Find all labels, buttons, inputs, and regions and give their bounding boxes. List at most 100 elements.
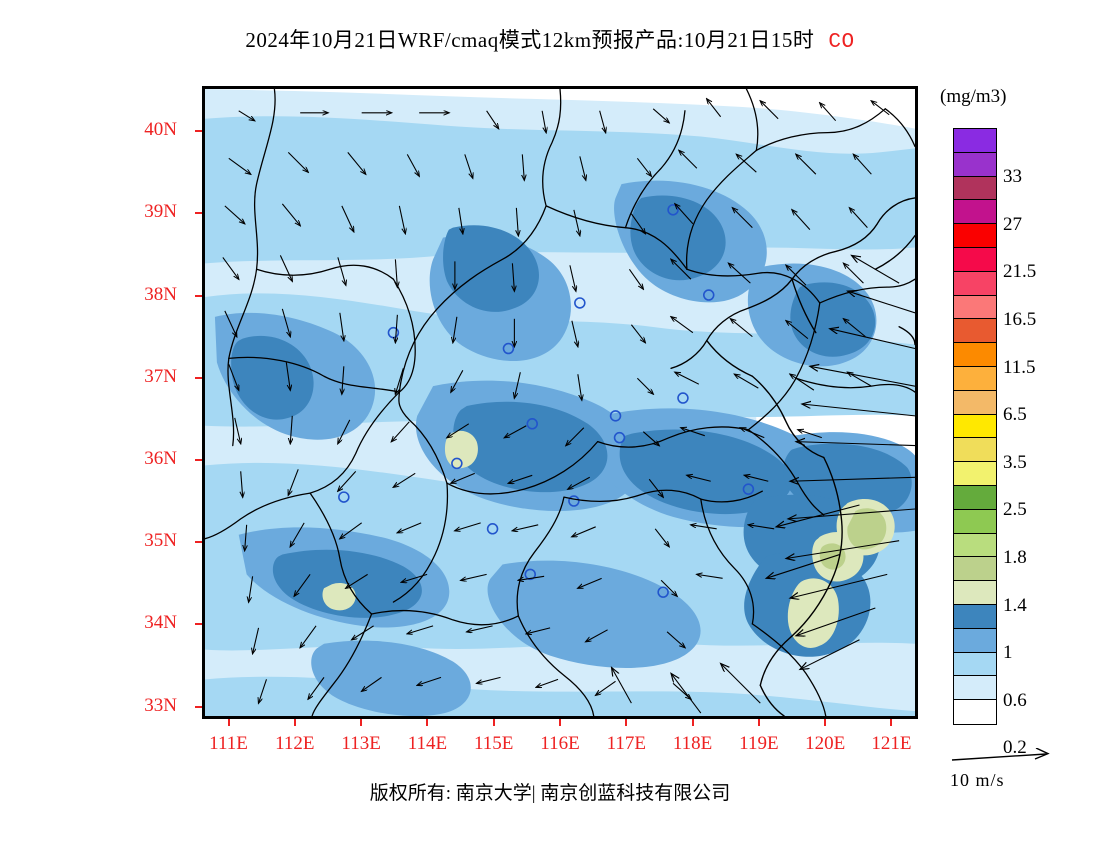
colorbar-swatch[interactable] — [954, 509, 996, 534]
x-axis-tick-mark — [360, 719, 363, 726]
colorbar-swatch[interactable] — [954, 366, 996, 391]
colorbar-swatch[interactable] — [954, 224, 996, 248]
colorbar-swatch[interactable] — [954, 247, 996, 272]
colorbar-swatch[interactable] — [954, 581, 996, 605]
x-axis-tick-mark — [492, 719, 495, 726]
y-axis-tick-mark — [195, 212, 202, 215]
contour-band-1p4-4 — [444, 430, 478, 469]
colorbar-tick-label: 2.5 — [1003, 499, 1027, 521]
co-concentration-map — [205, 89, 915, 716]
y-axis-tick-mark — [195, 294, 202, 297]
contour-band-white — [205, 89, 915, 129]
contour-band-0p2-2 — [205, 293, 915, 427]
colorbar-swatch[interactable] — [954, 295, 996, 320]
colorbar-tick-label: 16.5 — [1003, 308, 1037, 330]
y-axis-tick-label: 36N — [144, 448, 177, 470]
x-axis-tick-mark — [890, 719, 893, 726]
colorbar-swatch[interactable] — [954, 628, 996, 653]
contour-minima-markers — [338, 204, 755, 598]
x-axis-tick-label: 115E — [474, 733, 514, 754]
contour-band-1p0-10 — [790, 282, 876, 357]
colorbar-tick-label: 3.5 — [1003, 451, 1027, 473]
contour-band-1p0-2 — [453, 401, 608, 493]
x-axis-tick-mark — [757, 719, 760, 726]
y-axis-tick-mark — [195, 130, 202, 133]
colorbar-swatch[interactable] — [954, 390, 996, 415]
x-axis-tick-label: 114E — [407, 733, 448, 754]
colorbar-swatch[interactable] — [954, 700, 996, 724]
colorbar-swatch[interactable] — [954, 604, 996, 629]
colorbar-swatch[interactable] — [954, 176, 996, 201]
wind-vector-arrow-icon — [951, 748, 1050, 761]
colorbar-tick-label: 27 — [1003, 213, 1022, 235]
map-plot-frame[interactable] — [202, 86, 918, 719]
contour-band-0p6-9 — [487, 560, 701, 668]
wind-scale-key: 10 m/s — [948, 748, 1078, 791]
x-axis-tick-mark — [625, 719, 628, 726]
colorbar[interactable] — [953, 128, 997, 725]
contour-band-1p4-5 — [322, 583, 356, 611]
colorbar-swatch[interactable] — [954, 438, 996, 463]
x-axis-tick-label: 111E — [209, 733, 248, 754]
y-axis-tick-label: 38N — [144, 283, 177, 305]
x-axis-tick-label: 116E — [540, 733, 580, 754]
colorbar-swatch[interactable] — [954, 319, 996, 344]
contour-band-1p8 — [847, 508, 887, 550]
y-axis-tick-label: 33N — [144, 694, 177, 716]
colorbar-swatch[interactable] — [954, 462, 996, 486]
y-axis-tick-label: 34N — [144, 612, 177, 634]
y-axis-tick-label: 35N — [144, 530, 177, 552]
wind-scale-label: 10 m/s — [950, 770, 1005, 790]
province-boundaries — [205, 89, 915, 716]
colorbar-swatch[interactable] — [954, 533, 996, 558]
contour-band-1p0-9 — [630, 195, 726, 281]
y-axis-tick-mark — [195, 376, 202, 379]
y-axis-tick-mark — [195, 541, 202, 544]
colorbar-swatch[interactable] — [954, 414, 996, 439]
x-axis-tick-mark — [824, 719, 827, 726]
colorbar-swatch[interactable] — [954, 271, 996, 296]
contour-band-0p6-10 — [311, 640, 471, 716]
y-axis-tick-label: 40N — [144, 119, 177, 141]
x-axis-tick-label: 118E — [672, 733, 713, 754]
colorbar-tick-label: 0.2 — [1003, 737, 1027, 759]
x-axis-tick-label: 113E — [341, 733, 381, 754]
page-title: 2024年10月21日WRF/cmaq模式12km预报产品:10月21日15时 C… — [0, 24, 1100, 54]
y-axis-tick-mark — [195, 623, 202, 626]
colorbar-tick-label: 1 — [1003, 642, 1013, 664]
x-axis-tick-mark — [293, 719, 296, 726]
y-axis-tick-mark — [195, 459, 202, 462]
x-axis-tick-mark — [559, 719, 561, 726]
x-axis-tick-mark — [691, 719, 694, 726]
colorbar-swatch[interactable] — [954, 676, 996, 701]
colorbar-swatch[interactable] — [954, 652, 996, 677]
colorbar-tick-label: 6.5 — [1003, 404, 1027, 426]
x-axis-tick-label: 117E — [606, 733, 646, 754]
x-axis-tick-label: 119E — [739, 733, 779, 754]
colorbar-swatch[interactable] — [954, 200, 996, 225]
x-axis-tick-label: 121E — [871, 733, 912, 754]
colorbar-tick-label: 21.5 — [1003, 261, 1037, 283]
colorbar-swatch[interactable] — [954, 485, 996, 510]
colorbar-swatch[interactable] — [954, 557, 996, 582]
x-axis-tick-mark — [426, 719, 429, 726]
y-axis-tick-mark — [195, 705, 202, 708]
wind-vectors — [222, 99, 915, 714]
y-axis-tick-label: 37N — [144, 365, 177, 387]
colorbar-swatch[interactable] — [954, 129, 996, 153]
colorbar-tick-label: 1.4 — [1003, 594, 1027, 616]
colorbar-tick-label: 0.6 — [1003, 689, 1027, 711]
colorbar-tick-label: 11.5 — [1003, 356, 1036, 378]
x-axis-tick-mark — [227, 719, 230, 726]
colorbar-tick-label: 1.8 — [1003, 546, 1027, 568]
colorbar-tick-label: 33 — [1003, 166, 1022, 188]
colorbar-swatch[interactable] — [954, 343, 996, 367]
colorbar-unit-label: (mg/m3) — [940, 86, 1007, 107]
y-axis-tick-label: 39N — [144, 201, 177, 223]
title-main-text: 2024年10月21日WRF/cmaq模式12km预报产品:10月21日15时 — [245, 28, 815, 52]
colorbar-swatch[interactable] — [954, 152, 996, 177]
x-axis-tick-label: 120E — [805, 733, 846, 754]
coastline — [670, 197, 915, 716]
title-species-text: CO — [828, 31, 855, 54]
x-axis-tick-label: 112E — [275, 733, 315, 754]
